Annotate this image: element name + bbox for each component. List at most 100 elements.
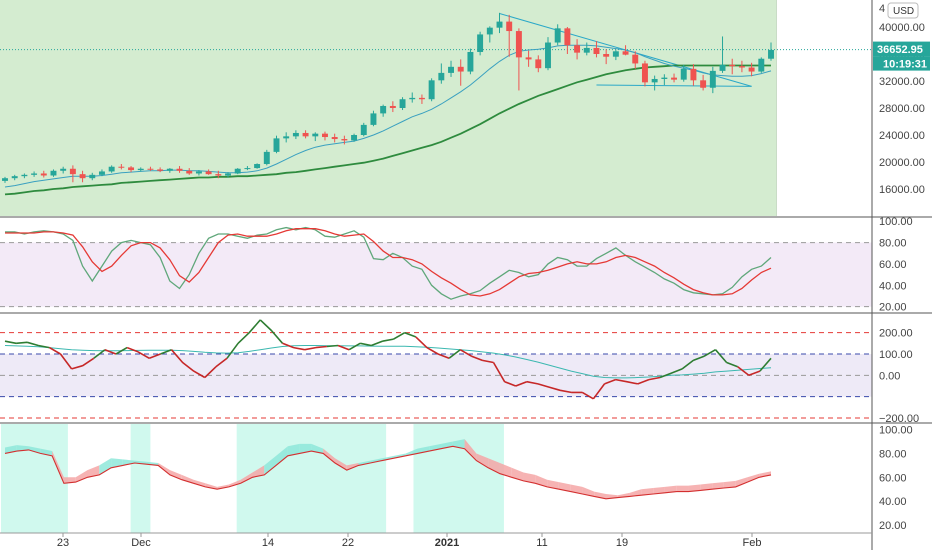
time-tick-label: 2021 xyxy=(435,537,459,549)
candle-body xyxy=(234,168,241,174)
cci-tick-label: 0.00 xyxy=(879,370,900,382)
candle-body xyxy=(69,168,76,175)
candle-body xyxy=(292,132,299,137)
cci-tick-label: 200.00 xyxy=(879,328,913,340)
oscillator-highlight-zone xyxy=(236,424,387,533)
time-tick-label: Feb xyxy=(743,537,762,549)
oscillator-highlight-zone xyxy=(130,424,151,533)
oscillator-cloud xyxy=(676,485,689,492)
candle-body xyxy=(312,133,319,137)
candle-body xyxy=(622,51,629,55)
oscillator-cloud xyxy=(476,453,489,468)
candle-body xyxy=(545,42,551,69)
oscillator-cloud xyxy=(16,445,29,452)
time-tick-label: Dec xyxy=(131,537,151,549)
candle-body xyxy=(79,174,86,179)
oscillator-cloud xyxy=(570,484,583,495)
candle-body xyxy=(554,28,561,43)
oscillator-cloud xyxy=(169,470,182,480)
price-tick-label: 20000.00 xyxy=(879,157,925,169)
oscillator-cloud xyxy=(405,448,418,456)
oscillator-cloud xyxy=(429,443,442,452)
candle-body xyxy=(137,168,144,171)
currency-button[interactable] xyxy=(887,2,919,19)
time-tick-label: 14 xyxy=(262,537,274,549)
candle-body xyxy=(641,63,648,83)
candle-body xyxy=(2,178,8,181)
oscillator-line xyxy=(4,445,772,500)
candle-body xyxy=(370,113,377,125)
candle-body xyxy=(477,34,484,52)
cci-line-above xyxy=(4,319,772,379)
candle-body xyxy=(399,99,406,108)
price-tick-label: 16000.00 xyxy=(879,184,925,196)
candle-body xyxy=(680,68,687,80)
stochastic-tick-label: 60.00 xyxy=(879,259,907,271)
candle-body xyxy=(515,31,522,58)
oscillator-cloud xyxy=(264,455,277,475)
time-tick-label: 23 xyxy=(57,537,69,549)
stochastic-tick-label: 80.00 xyxy=(879,238,907,250)
candle-body xyxy=(428,80,435,100)
price-tick-label: 24000.00 xyxy=(879,130,925,142)
candle-body xyxy=(205,171,212,175)
oscillator-cloud xyxy=(629,489,642,497)
fast-moving-average xyxy=(4,44,772,188)
oscillator-cloud xyxy=(735,477,748,487)
candle-body xyxy=(738,66,745,68)
time-axis: 23 Dec 14 22 2021 11 19 Feb xyxy=(57,533,762,549)
stochastic-tick-label: 40.00 xyxy=(879,280,907,292)
candle-body xyxy=(632,54,639,64)
cci-line-below xyxy=(49,336,761,400)
oscillator-cloud xyxy=(75,470,88,483)
oscillator-cloud xyxy=(240,472,253,484)
candle-body xyxy=(564,28,571,46)
candle-body xyxy=(612,51,619,57)
oscillator-cloud xyxy=(87,465,100,478)
oscillator-cloud xyxy=(700,483,713,491)
oscillator-cloud xyxy=(499,462,512,478)
oscillator-cloud xyxy=(382,455,394,461)
oscillator-cloud xyxy=(759,471,771,478)
candle-body xyxy=(729,64,736,67)
candle-body xyxy=(186,170,193,174)
candle-body xyxy=(331,137,338,140)
time-tick-label: 22 xyxy=(342,537,354,549)
candle-body xyxy=(176,168,183,171)
oscillator-cloud xyxy=(523,472,536,484)
oscillator-cloud xyxy=(311,443,324,454)
candle-body xyxy=(486,27,493,35)
oscillator-cloud xyxy=(276,446,288,466)
candle-body xyxy=(467,51,474,72)
oscillator-cloud xyxy=(334,458,347,471)
oscillator-highlight-zone xyxy=(1,424,68,533)
candle-body xyxy=(341,139,348,141)
candle-body xyxy=(302,132,309,137)
candle-body xyxy=(283,136,290,139)
candle-body xyxy=(389,105,396,108)
currency-button-label: USD xyxy=(893,6,914,17)
countdown-label: 10:19:31 xyxy=(883,59,927,71)
oscillator-tick-label: 20.00 xyxy=(879,520,907,532)
candle-body xyxy=(719,64,726,71)
time-tick-label: 19 xyxy=(616,537,628,549)
price-tick-label-partial: 4 xyxy=(879,3,885,15)
candle-body xyxy=(60,168,67,171)
candle-body xyxy=(98,171,105,175)
oscillator-cloud xyxy=(641,488,654,496)
candle-body xyxy=(506,21,513,32)
candle-body xyxy=(651,78,658,83)
candle-body xyxy=(147,168,154,170)
candle-body xyxy=(690,68,697,81)
oscillator-panel xyxy=(1,424,772,533)
candle-body xyxy=(758,58,765,72)
countdown-badge xyxy=(873,56,930,71)
cci-tick-label: −200.00 xyxy=(879,413,919,425)
oscillator-cloud xyxy=(723,480,736,489)
oscillator-cloud xyxy=(488,458,500,474)
stochastic-tick-label: 100.00 xyxy=(879,216,913,228)
oscillator-tick-label: 100.00 xyxy=(879,425,913,437)
candle-body xyxy=(525,57,532,60)
stochastic-panel xyxy=(0,226,872,308)
